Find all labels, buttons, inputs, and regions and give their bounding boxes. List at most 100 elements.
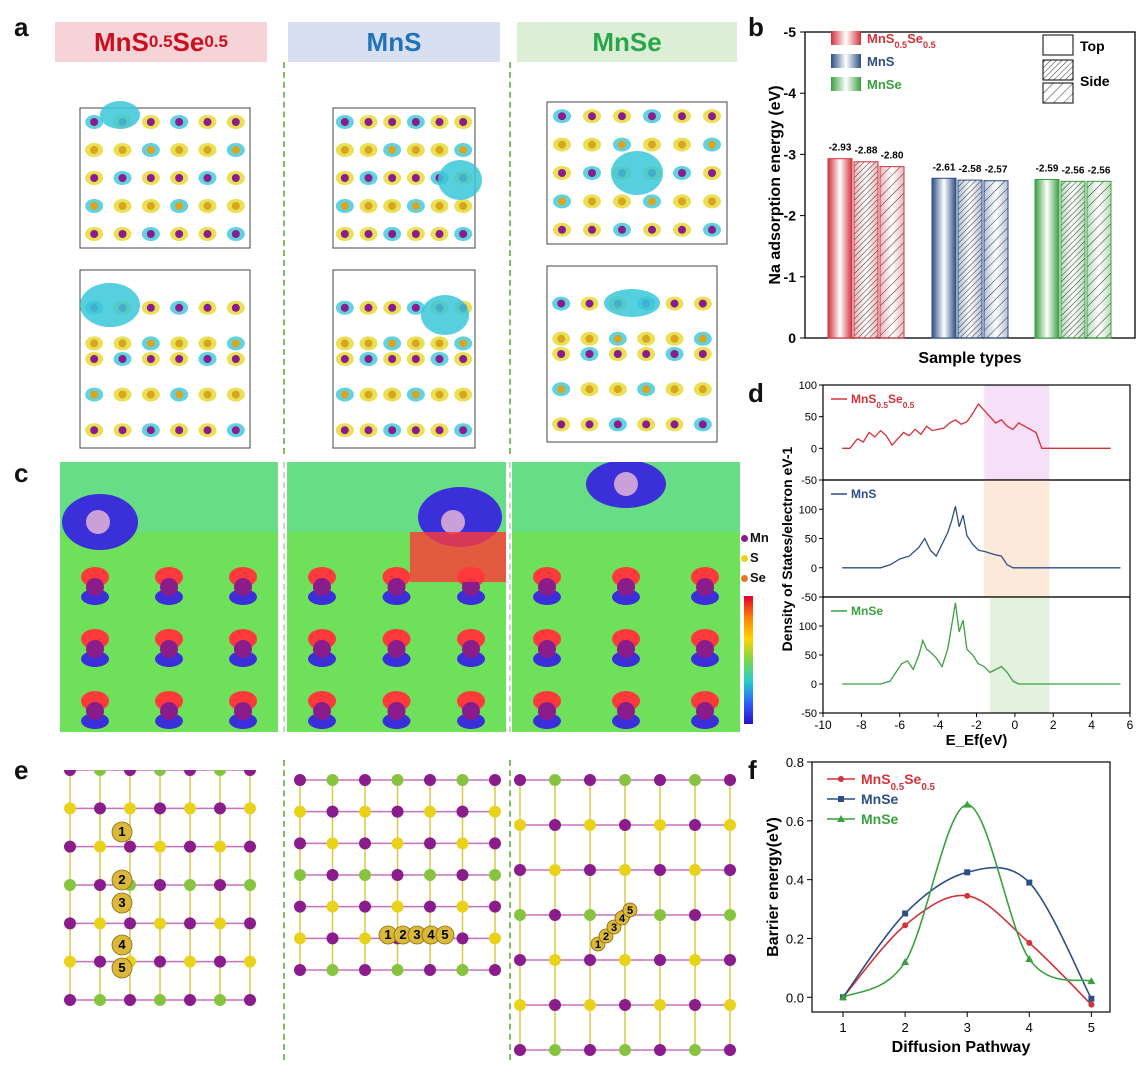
elf-mn-atom-2-0-0 bbox=[538, 578, 556, 596]
elf-contour-maps bbox=[60, 462, 740, 732]
struct-e-atom-2-6-0 bbox=[724, 774, 736, 786]
struct-e-atom-1-6-4 bbox=[489, 900, 501, 913]
struct-e-atom-0-3-1 bbox=[154, 802, 166, 815]
struct-e-atom-0-1-4 bbox=[94, 917, 106, 930]
struct-e-atom-2-4-2 bbox=[654, 864, 666, 876]
struct-e-atom-2-0-1 bbox=[514, 819, 526, 831]
struct-a-atom-3-4-1 bbox=[435, 339, 444, 348]
elf-na-atom-0 bbox=[86, 510, 110, 534]
struct-a-atom-4-5-4 bbox=[708, 225, 716, 234]
panel-label-a: a bbox=[14, 12, 29, 42]
struct-a-atom-4-4-2 bbox=[678, 169, 686, 177]
chart-d-ytick-label-0-3: 100 bbox=[799, 380, 817, 392]
struct-a-atom-4-2-3 bbox=[618, 197, 626, 206]
elf-blue-0-2-2 bbox=[229, 713, 257, 729]
struct-e-atom-0-3-0 bbox=[154, 770, 166, 776]
struct-e-atom-1-5-5 bbox=[456, 932, 469, 945]
chart-b-ytick-label-4: -4 bbox=[784, 85, 797, 101]
struct-a-atom-3-3-4 bbox=[411, 426, 420, 435]
struct-e-atom-2-4-5 bbox=[654, 999, 666, 1011]
struct-a-atom-5-3-3 bbox=[642, 385, 651, 394]
struct-a-atom-5-5-0 bbox=[698, 299, 707, 308]
struct-e-atom-1-2-6 bbox=[359, 964, 371, 976]
struct-e-atom-1-4-1 bbox=[424, 805, 436, 818]
struct-a-atom-5-5-2 bbox=[698, 350, 707, 358]
struct-e-atom-1-5-4 bbox=[456, 900, 469, 913]
chart-d-shade-1 bbox=[984, 480, 1050, 597]
chart-b-bar-label-2-2: -2.56 bbox=[1088, 165, 1111, 176]
struct-e-atom-1-5-3 bbox=[456, 869, 469, 881]
chart-f-xtick-label-2: 3 bbox=[964, 1020, 971, 1035]
chart-d-xtick-label-0: -10 bbox=[814, 718, 832, 732]
chart-d-legend-label-0: MnS0.5Se0.5 bbox=[851, 392, 915, 410]
struct-a-atom-4-1-3 bbox=[588, 197, 596, 206]
struct-e-atom-2-1-4 bbox=[549, 954, 561, 966]
elf-mn-atom-1-0-1 bbox=[313, 640, 331, 658]
chart-f-legend-label-1: MnSe bbox=[861, 791, 899, 807]
struct-e-atom-1-0-5 bbox=[294, 932, 306, 945]
struct-e-atom-2-3-2 bbox=[619, 864, 631, 876]
struct-e-atom-2-4-6 bbox=[654, 1044, 666, 1056]
struct-a-atom-1-4-3 bbox=[203, 390, 212, 399]
struct-a-atom-2-3-1 bbox=[411, 146, 420, 154]
struct-a-atom-0-1-3 bbox=[118, 202, 127, 210]
struct-a-atom-0-0-0 bbox=[90, 118, 99, 126]
struct-a-atom-5-5-4 bbox=[698, 420, 707, 429]
chart-b-bar-2-2 bbox=[1086, 180, 1112, 339]
chart-d-legend-label-1: MnS bbox=[851, 487, 876, 501]
separator-a-2 bbox=[509, 62, 511, 454]
chart-b-ytick-label-1: -1 bbox=[784, 269, 797, 285]
elf-blue-0-2-1 bbox=[229, 651, 257, 667]
elf-blue-1-1-1 bbox=[382, 651, 411, 667]
chart-d-xtick-label-8: 6 bbox=[1127, 718, 1134, 732]
chart-d-line-0 bbox=[842, 402, 1111, 449]
struct-a-atom-4-3-0 bbox=[648, 112, 656, 121]
chart-f-legend-marker-1 bbox=[838, 796, 844, 802]
struct-a-atom-3-3-0 bbox=[411, 303, 420, 312]
struct-e-atom-1-1-0 bbox=[326, 774, 339, 786]
struct-e-na-site-left-3 bbox=[111, 934, 133, 956]
struct-e-atom-1-2-5 bbox=[359, 932, 371, 945]
struct-e-atom-2-0-4 bbox=[514, 954, 526, 966]
header-mns05-mid: Se bbox=[172, 26, 205, 57]
chart-b-bar-label-1-1: -2.58 bbox=[959, 164, 982, 175]
chart-f-point-1-2 bbox=[964, 869, 971, 876]
chart-b-bar-1-1 bbox=[957, 179, 983, 339]
elf-mn-atom-0-2-2 bbox=[234, 702, 252, 720]
chart-f-ytick-label-1: 0.2 bbox=[786, 931, 804, 946]
struct-a-atom-5-0-2 bbox=[557, 350, 566, 358]
struct-a-atom-2-0-2 bbox=[340, 174, 349, 182]
chart-b-legend-swatch-2 bbox=[831, 77, 861, 91]
chart-b-legend-label-2: MnSe bbox=[867, 77, 902, 92]
chart-f-xtick-label-4: 5 bbox=[1088, 1020, 1095, 1035]
elf-mn-atom-1-2-0 bbox=[462, 578, 480, 596]
chart-b-legend-label-1: MnS bbox=[867, 54, 895, 69]
elf-blue-2-1-1 bbox=[612, 651, 640, 667]
struct-e-atom-2-1-2 bbox=[549, 864, 561, 876]
chart-f-ytick-label-3: 0.6 bbox=[786, 814, 804, 829]
struct-a-atom-4-4-4 bbox=[678, 225, 686, 234]
elf-blue-0-0-2 bbox=[81, 713, 109, 729]
struct-a-atom-1-1-3 bbox=[118, 390, 127, 399]
struct-a-atom-2-2-0 bbox=[388, 118, 397, 126]
struct-a-na-lobe-1 bbox=[438, 160, 482, 200]
chart-b-legend-swatch-1 bbox=[831, 54, 861, 68]
chart-f-xlabel: Diffusion Pathway bbox=[892, 1039, 1031, 1056]
elf-mn-atom-0-0-0 bbox=[86, 578, 104, 596]
mn-atom-icon bbox=[741, 535, 748, 542]
struct-a-atom-0-0-4 bbox=[90, 230, 99, 238]
struct-e-atom-2-6-5 bbox=[724, 999, 736, 1011]
struct-a-atom-4-2-0 bbox=[618, 112, 626, 121]
elf-blue-0-1-2 bbox=[155, 713, 183, 729]
struct-a-atom-3-0-2 bbox=[340, 355, 349, 363]
struct-a-atom-0-4-3 bbox=[203, 202, 212, 210]
struct-e-atom-0-0-4 bbox=[64, 917, 76, 930]
se-atom-icon bbox=[741, 575, 748, 582]
chart-d-shade-0 bbox=[984, 385, 1050, 480]
struct-e-atom-1-2-0 bbox=[359, 774, 371, 786]
elf-mn-atom-2-1-2 bbox=[617, 702, 635, 720]
struct-e-atom-0-6-0 bbox=[244, 770, 256, 776]
chart-b-bar-label-0-0: -2.93 bbox=[829, 143, 852, 154]
chart-b-bar-label-1-2: -2.57 bbox=[985, 165, 1008, 176]
struct-a-atom-4-5-1 bbox=[708, 140, 716, 149]
